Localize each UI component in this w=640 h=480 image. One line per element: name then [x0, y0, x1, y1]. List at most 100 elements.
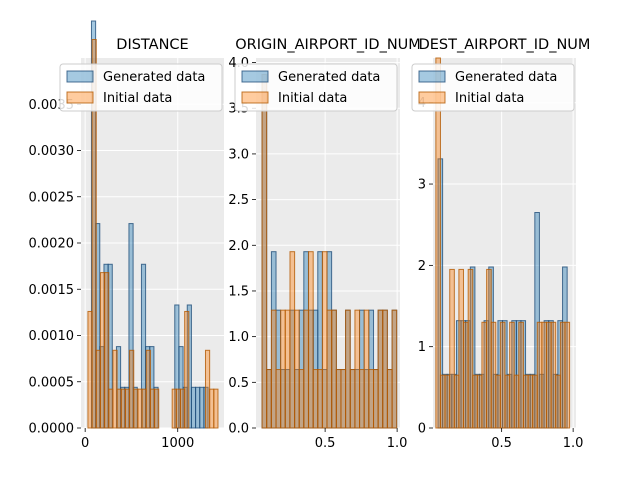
initial-bar — [377, 309, 384, 429]
initial-bar — [124, 388, 131, 429]
initial-bar — [154, 388, 160, 429]
legend-frame — [59, 63, 223, 112]
initial-bar — [504, 374, 511, 429]
series-initial — [87, 39, 219, 429]
initial-bar — [303, 309, 309, 429]
initial-bar — [312, 369, 319, 429]
initial-bar — [391, 309, 398, 429]
initial-bar — [141, 388, 147, 429]
initial-bar — [171, 388, 177, 429]
initial-bar — [321, 251, 328, 429]
initial-bar — [308, 251, 314, 429]
y-tick-label: 1 — [418, 340, 426, 355]
initial-bar — [386, 369, 393, 429]
generated-bar — [195, 386, 201, 429]
y-tick-label: 0.0005 — [29, 375, 75, 390]
legend-frame — [411, 63, 575, 112]
x-tick-label: 0 — [81, 436, 89, 451]
initial-bar — [331, 309, 337, 429]
initial-bar — [275, 369, 282, 429]
initial-bar — [280, 309, 286, 429]
initial-bar — [476, 374, 483, 429]
legend: Generated data Initial data — [411, 63, 575, 112]
legend-swatch-initial — [66, 91, 94, 104]
series-initial — [435, 57, 571, 429]
initial-bar — [541, 321, 548, 429]
initial-bar — [536, 321, 543, 429]
initial-bar — [495, 374, 501, 429]
y-tick-label: 3.0 — [228, 147, 249, 162]
y-tick-label: 2.5 — [228, 193, 249, 208]
y-tick-label: 0 — [418, 422, 426, 437]
initial-bar — [373, 369, 379, 429]
initial-bar — [289, 251, 296, 429]
y-tick-label: 1.0 — [228, 330, 249, 345]
initial-bar — [564, 321, 571, 429]
initial-bar — [368, 369, 375, 429]
initial-bar — [298, 369, 305, 429]
legend-label-initial: Initial data — [455, 91, 524, 106]
initial-bar — [340, 369, 347, 429]
panel-title: DISTANCE — [116, 37, 188, 53]
initial-bar — [266, 369, 272, 429]
initial-bar — [137, 388, 143, 429]
initial-bar — [490, 321, 497, 429]
x-tick-label: 0.5 — [491, 436, 512, 451]
initial-bar — [472, 374, 478, 429]
generated-bar — [186, 304, 192, 429]
initial-bar — [439, 374, 446, 429]
x-tick-label: 1.0 — [563, 436, 584, 451]
y-tick-label: 0.0000 — [29, 422, 75, 437]
legend: Generated data Initial data — [59, 63, 223, 112]
initial-bar — [559, 321, 566, 429]
initial-bar — [108, 388, 114, 429]
initial-bar — [213, 388, 219, 429]
legend-swatch-generated — [66, 70, 94, 83]
legend-swatch-generated — [418, 70, 446, 83]
initial-bar — [546, 321, 552, 429]
x-tick-label: 1.0 — [387, 436, 408, 451]
initial-bar — [116, 388, 122, 429]
y-tick-label: 2 — [418, 259, 426, 274]
initial-bar — [462, 321, 469, 429]
initial-bar — [204, 349, 211, 429]
initial-bar — [317, 369, 323, 429]
initial-bar — [112, 349, 118, 429]
initial-bar — [435, 57, 441, 429]
initial-bar — [209, 388, 215, 429]
initial-bar — [509, 321, 515, 429]
initial-bar — [284, 309, 291, 429]
initial-bar — [382, 309, 388, 429]
x-tick-label: 0.5 — [315, 436, 336, 451]
legend-label-generated: Generated data — [455, 70, 557, 85]
initial-bar — [527, 374, 534, 429]
panel-title: ORIGIN_AIRPORT_ID_NUM — [235, 37, 421, 53]
initial-bar — [550, 321, 557, 429]
y-tick-label: 0.0015 — [29, 283, 75, 298]
y-tick-label: 2.0 — [228, 239, 249, 254]
initial-bar — [449, 268, 455, 429]
initial-bar — [326, 309, 333, 429]
initial-bar — [486, 268, 492, 429]
initial-bar — [270, 309, 277, 429]
initial-bar — [499, 321, 506, 429]
initial-bar — [363, 309, 370, 429]
x-tick-label: 1000 — [161, 436, 194, 451]
legend-label-initial: Initial data — [278, 91, 347, 106]
initial-bar — [354, 309, 361, 429]
legend-label-generated: Generated data — [278, 70, 380, 85]
legend-swatch-initial — [241, 91, 269, 104]
initial-bar — [261, 73, 268, 429]
legend-swatch-initial — [418, 91, 446, 104]
initial-bar — [335, 369, 342, 429]
legend-label-initial: Initial data — [103, 91, 172, 106]
y-tick-label: 0.0030 — [29, 144, 75, 159]
generated-bar — [190, 386, 197, 429]
initial-bar — [133, 388, 139, 429]
initial-bar — [518, 321, 524, 429]
initial-bar — [294, 309, 300, 429]
legend: Generated data Initial data — [234, 63, 398, 112]
initial-bar — [481, 321, 488, 429]
initial-bar — [145, 349, 151, 429]
